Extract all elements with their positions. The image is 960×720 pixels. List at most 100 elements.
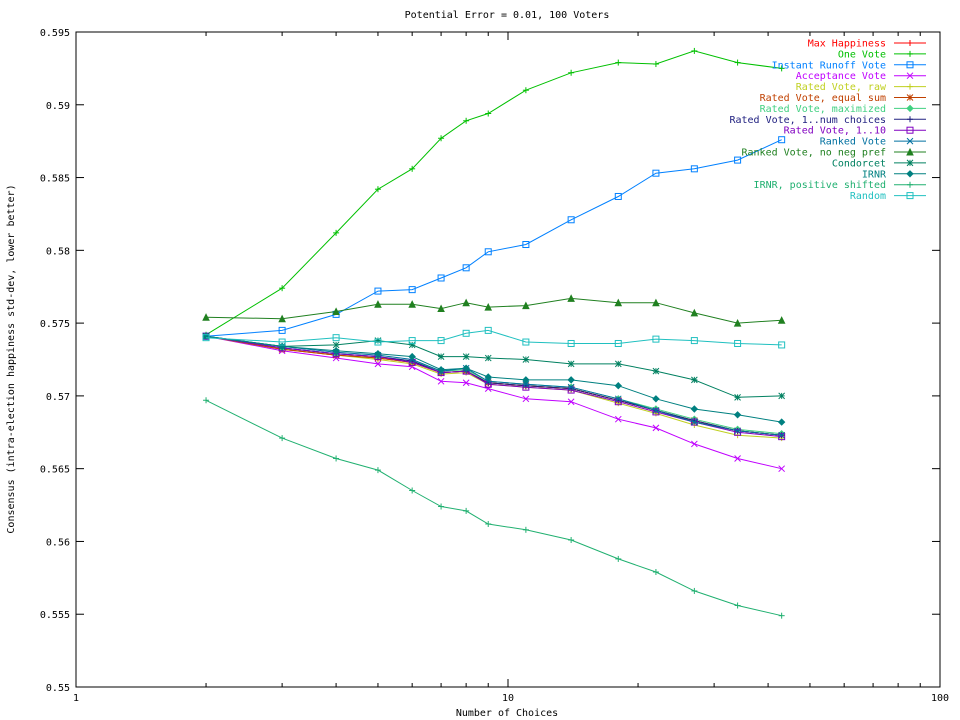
y-tick-label: 0.595 [40,28,70,39]
data-point [374,300,382,308]
data-point [777,316,786,324]
data-point [437,337,445,345]
data-point [437,304,445,313]
data-point [614,415,622,423]
data-point [484,385,492,392]
legend-label: Ranked Vote, no neg pref [742,148,887,159]
data-point [202,334,210,342]
data-point [374,337,382,344]
y-tick-label: 0.57 [46,392,70,403]
data-point [734,455,741,462]
data-point [409,487,416,494]
data-point [734,393,741,401]
data-point [652,335,660,343]
data-point [484,326,492,334]
data-point [778,612,785,619]
data-point [522,301,530,310]
data-point [690,405,699,413]
data-point [437,377,445,385]
series-irnr-positive-shifted [203,397,785,619]
data-point [408,341,416,349]
data-point [333,229,340,236]
data-point [463,507,470,514]
data-point [463,117,470,124]
data-point [906,192,914,200]
data-point [437,274,445,282]
data-point [734,602,741,609]
data-point [437,365,445,374]
data-point [279,435,286,442]
data-point [690,337,698,345]
data-point [203,397,210,404]
legend-label: Ranked Vote [820,137,886,148]
data-point [777,418,786,426]
data-point [522,241,530,249]
data-point [437,353,445,360]
y-tick-label: 0.56 [46,537,70,548]
data-point [374,360,382,368]
data-point [568,536,575,543]
data-point [374,186,381,193]
data-point [374,349,382,358]
data-point [652,569,659,576]
legend-label: Instant Runoff Vote [772,60,886,71]
data-point [652,408,660,416]
data-point [484,354,492,362]
data-point [615,555,622,562]
data-point [906,61,914,69]
data-point [568,69,575,76]
data-point [408,337,416,345]
data-point [408,352,416,361]
x-tick-label: 1 [73,693,79,704]
data-point [615,59,622,66]
data-point [522,380,530,388]
legend-label: Max Happiness [808,39,886,50]
data-point [690,165,698,173]
series-line [205,329,782,346]
series-line [205,399,782,617]
data-point [462,353,470,360]
data-point [906,170,914,178]
data-point [778,65,785,72]
data-point [522,376,530,384]
data-point [567,360,575,368]
data-point [408,286,416,294]
legend-label: Acceptance Vote [796,71,886,82]
data-point [333,455,340,462]
series-line [205,139,782,337]
data-point [690,376,698,384]
data-point [522,395,530,403]
data-point [733,318,742,327]
data-point [374,467,381,474]
data-point [614,192,622,200]
data-point [907,40,913,46]
data-point [462,379,470,387]
data-point [522,356,530,363]
data-point [652,424,660,432]
series-instant-runoff-vote [202,136,786,340]
data-point [734,428,742,436]
data-point [906,104,914,113]
data-point [907,116,913,123]
x-axis-label: Number of Choices [456,708,558,719]
data-point [734,59,741,66]
legend-label: One Vote [838,49,886,60]
data-point [778,465,786,473]
data-point [278,338,286,346]
data-point [484,377,492,385]
legend-label: Rated Vote, 1..num choices [729,115,886,126]
data-point [438,135,445,142]
data-point [907,181,913,188]
data-point [484,373,492,381]
data-point [734,427,741,435]
data-point [652,367,660,375]
data-point [778,392,786,400]
legend-label: IRNR [862,169,887,180]
data-point [462,264,470,272]
data-point [691,587,698,594]
data-point [906,159,914,167]
data-point [733,411,742,419]
data-point [567,216,575,224]
data-point [485,520,492,527]
